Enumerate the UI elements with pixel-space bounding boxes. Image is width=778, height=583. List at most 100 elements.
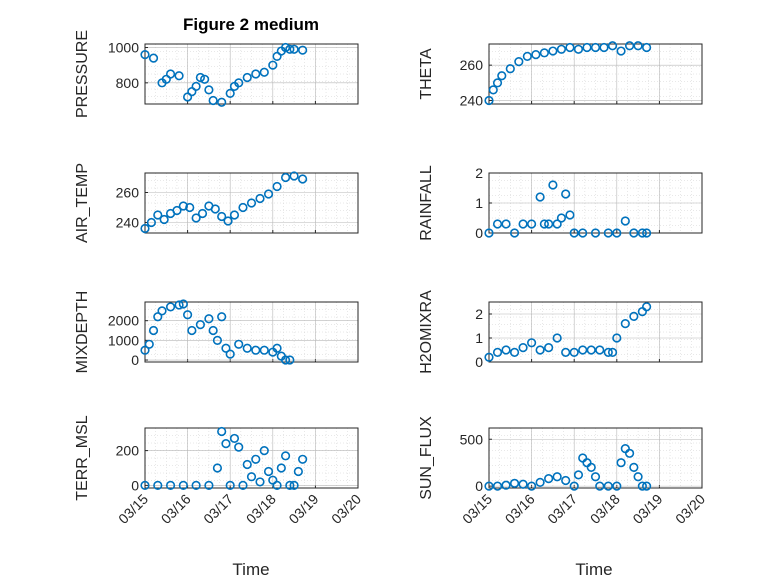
data-point: [298, 45, 308, 55]
data-point: [573, 44, 584, 54]
data-series: [140, 171, 308, 234]
y-tick-label: 0: [475, 478, 483, 494]
data-point: [509, 347, 520, 358]
data-point: [629, 462, 639, 472]
data-point: [548, 180, 558, 190]
data-point: [195, 320, 205, 330]
y-tick-label: 0: [131, 477, 139, 493]
y-axis-label: H2OMIXRA: [418, 290, 435, 374]
data-point: [238, 480, 248, 490]
data-point: [153, 312, 163, 322]
data-point: [544, 474, 554, 484]
data-point: [174, 300, 184, 310]
data-point: [492, 347, 503, 358]
data-point: [251, 345, 261, 355]
data-point: [165, 480, 176, 490]
x-tick-label: 03/19: [285, 491, 321, 527]
data-point: [561, 347, 571, 358]
data-point: [616, 458, 626, 468]
data-point: [544, 343, 554, 353]
x-tick-label: 03/20: [672, 491, 708, 527]
data-point: [268, 60, 278, 70]
data-point: [629, 311, 639, 322]
data-point: [603, 347, 613, 358]
data-point: [620, 319, 630, 329]
data-point: [197, 208, 208, 219]
data-point: [509, 228, 520, 238]
data-point: [497, 71, 507, 81]
data-point: [629, 228, 639, 238]
data-point: [225, 88, 235, 99]
x-axis-label-right: Time: [575, 560, 612, 579]
data-point: [272, 480, 282, 490]
data-point: [191, 213, 201, 223]
data-point: [624, 41, 635, 51]
data-point: [590, 228, 601, 238]
y-tick-label: 2: [475, 306, 483, 322]
data-point: [612, 333, 622, 343]
data-point: [492, 78, 503, 88]
y-tick-label: 1: [475, 195, 483, 211]
data-point: [633, 41, 643, 51]
y-tick-label: 0: [475, 354, 483, 370]
y-tick-label: 240: [460, 92, 484, 108]
data-point: [165, 69, 176, 79]
data-point: [280, 172, 291, 183]
data-point: [217, 211, 227, 222]
data-point: [140, 345, 150, 355]
data-point: [526, 219, 537, 229]
data-point: [280, 451, 291, 461]
data-point: [259, 446, 269, 456]
data-point: [276, 463, 286, 473]
data-point: [234, 78, 244, 88]
data-point: [289, 480, 299, 490]
data-point: [603, 481, 613, 491]
x-tick-label: 03/16: [158, 491, 194, 527]
data-point: [140, 480, 150, 490]
data-point: [642, 302, 652, 312]
y-axis-label: MIXDEPTH: [74, 291, 91, 374]
data-point: [178, 201, 188, 211]
data-point: [509, 478, 520, 488]
plot-frame: [144, 172, 359, 234]
data-point: [501, 219, 511, 229]
subplot-8: 0 500 SUN_FLUX 03/15 03/16 03/17 03/18 03/19 03/…: [418, 416, 708, 527]
data-point: [204, 480, 214, 490]
y-tick-label: 1000: [108, 332, 139, 348]
subplot-4: 0 1 2 RAINFALL: [418, 165, 703, 241]
data-point: [518, 479, 528, 489]
data-point: [204, 314, 214, 324]
y-tick-label: 2000: [108, 313, 139, 329]
data-point: [195, 72, 205, 83]
data-point: [251, 69, 261, 79]
data-point: [548, 46, 558, 56]
data-point: [165, 302, 176, 312]
data-point: [217, 312, 227, 322]
data-point: [484, 95, 494, 106]
data-series: [140, 426, 308, 490]
data-point: [217, 97, 227, 107]
data-point: [144, 339, 154, 349]
data-point: [565, 210, 575, 220]
data-point: [148, 53, 159, 63]
y-axis-label: TERR_MSL: [74, 415, 91, 500]
data-point: [565, 42, 575, 53]
data-point: [518, 219, 528, 229]
data-point: [501, 345, 511, 355]
y-tick-label: 1: [475, 330, 483, 346]
data-point: [501, 480, 511, 490]
data-point: [518, 343, 528, 353]
y-tick-label: 260: [116, 185, 140, 201]
data-point: [642, 228, 652, 238]
y-tick-label: 500: [460, 431, 484, 447]
y-axis-label: RAINFALL: [418, 165, 435, 241]
plot-frame: [144, 43, 359, 105]
data-point: [298, 174, 308, 184]
data-point: [246, 198, 257, 208]
data-point: [633, 472, 643, 482]
data-point: [595, 481, 605, 491]
data-point: [492, 219, 503, 229]
data-point: [285, 480, 295, 490]
data-point: [582, 42, 592, 53]
